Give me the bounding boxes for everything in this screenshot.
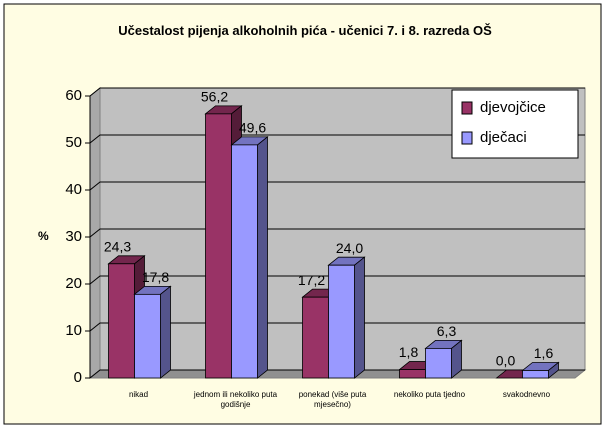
bar <box>231 144 258 379</box>
y-tick-label: 50 <box>65 134 82 151</box>
grid-line <box>89 181 585 191</box>
bar <box>134 293 161 379</box>
value-label: 56,2 <box>201 89 228 105</box>
y-tick-label: 60 <box>65 87 82 104</box>
y-axis-label: % <box>38 229 49 243</box>
bar <box>205 113 232 379</box>
y-tick-label: 40 <box>65 181 82 198</box>
value-label: 0,0 <box>496 353 516 369</box>
bar <box>425 347 452 379</box>
value-label: 24,0 <box>336 240 363 256</box>
bar <box>522 370 549 379</box>
bar <box>399 369 426 379</box>
value-label: 24,3 <box>104 238 131 254</box>
legend-label: djevojčice <box>480 99 546 116</box>
bar <box>108 263 135 379</box>
value-label: 6,3 <box>437 323 457 339</box>
bar-side <box>354 256 365 379</box>
x-tick-label: svakodnevno <box>502 390 551 399</box>
x-tick-label: jednom ili nekoliko puta godišnje <box>193 390 278 409</box>
y-tick-label: 30 <box>65 228 82 245</box>
grid-line <box>89 134 585 144</box>
bar <box>302 296 329 379</box>
grid-line <box>89 275 585 285</box>
x-tick-label: nikad <box>128 390 149 399</box>
value-label: 17,8 <box>142 269 169 285</box>
value-label: 49,6 <box>239 120 266 136</box>
y-tick-label: 0 <box>74 369 82 386</box>
x-tick-label: ponekad (više puta mjesečno) <box>298 390 367 409</box>
bar <box>328 264 355 379</box>
chart-title: Učestalost pijenja alkoholnih pića - uče… <box>118 23 492 38</box>
x-tick-label: nekoliko puta tjedno <box>393 390 466 399</box>
y-tick-label: 10 <box>65 322 82 339</box>
legend-swatch <box>461 101 473 115</box>
legend-swatch <box>461 131 473 145</box>
legend-label: dječaci <box>480 129 527 146</box>
value-label: 17,2 <box>298 272 325 288</box>
grid-line <box>89 228 585 238</box>
bar-side <box>257 136 268 379</box>
grid-line <box>89 87 585 97</box>
grid-line <box>89 322 585 332</box>
value-label: 1,6 <box>534 345 554 361</box>
value-label: 1,8 <box>399 344 419 360</box>
legend-box <box>451 89 579 159</box>
y-tick-label: 20 <box>65 275 82 292</box>
bar-side <box>160 285 171 379</box>
